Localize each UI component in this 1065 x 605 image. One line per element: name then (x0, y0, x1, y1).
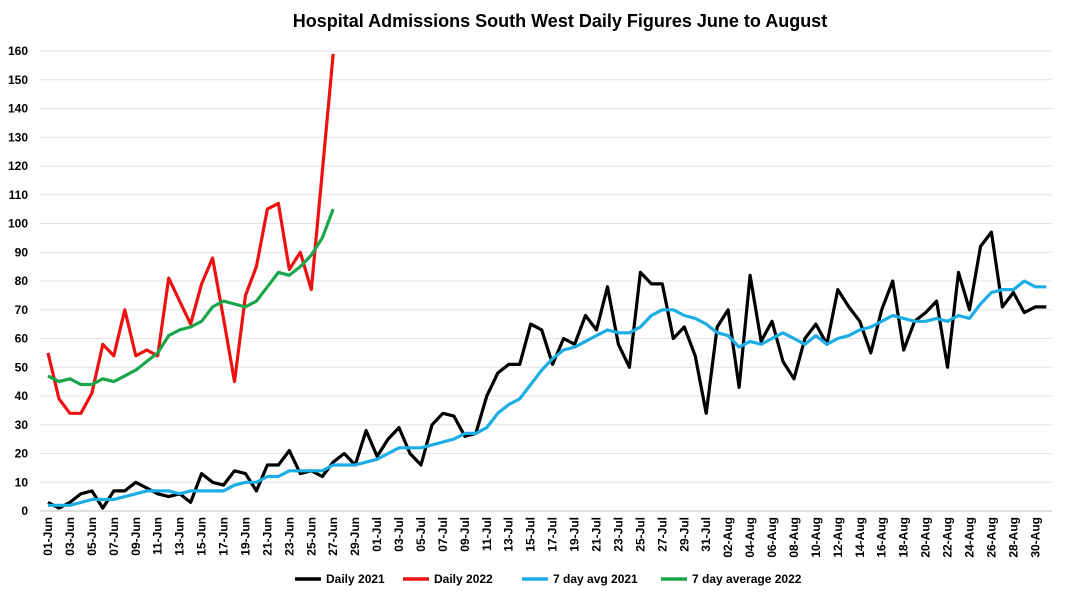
y-tick-label: 100 (8, 217, 28, 231)
x-tick-label: 11-Jun (151, 517, 165, 555)
x-tick-label: 18-Aug (897, 517, 911, 558)
x-tick-label: 24-Aug (962, 517, 976, 558)
y-tick-label: 20 (15, 447, 29, 461)
x-tick-label: 03-Jul (392, 517, 406, 552)
x-tick-label: 09-Jun (129, 517, 143, 556)
x-tick-label: 29-Jun (348, 517, 362, 556)
x-tick-label: 01-Jul (370, 517, 384, 552)
legend-label: 7 day average 2022 (692, 572, 802, 586)
x-tick-label: 22-Aug (941, 517, 955, 558)
legend-item: 7 day average 2022 (661, 572, 802, 586)
x-tick-label: 23-Jul (611, 517, 625, 552)
x-tick-label: 04-Aug (743, 517, 757, 558)
legend: Daily 2021 Daily 2022 7 day avg 2021 7 day … (295, 572, 802, 586)
series-lines (46, 53, 1047, 510)
x-tick-label: 28-Aug (1006, 517, 1020, 558)
y-tick-label: 120 (8, 159, 28, 173)
x-axis: 01-Jun 03-Jun 05-Jun 07-Jun 09-Jun 11-Jun 13-J… (41, 517, 1042, 558)
x-tick-label: 25-Jul (633, 517, 647, 552)
x-tick-label: 20-Aug (919, 517, 933, 558)
x-tick-label: 10-Aug (809, 517, 823, 558)
y-tick-label: 50 (15, 360, 29, 374)
y-axis: 0 10 20 30 40 50 60 70 80 90 100 110 120 130 140 150 160 (8, 44, 28, 518)
x-tick-label: 08-Aug (787, 517, 801, 558)
series-line-7-day-average-2022 (47, 208, 335, 387)
x-tick-label: 16-Aug (875, 517, 889, 558)
x-tick-label: 17-Jun (217, 517, 231, 556)
y-tick-label: 140 (8, 102, 28, 116)
legend-item: Daily 2022 (403, 572, 493, 586)
x-tick-label: 19-Jul (568, 517, 582, 552)
x-tick-label: 11-Jul (480, 517, 494, 551)
series-line-daily-2022 (46, 53, 335, 415)
y-tick-label: 0 (21, 504, 28, 518)
x-tick-label: 13-Jun (173, 517, 187, 556)
y-tick-label: 130 (8, 130, 28, 144)
y-tick-label: 90 (15, 245, 29, 259)
x-tick-label: 17-Jul (546, 517, 560, 552)
x-tick-label: 03-Jun (63, 517, 77, 556)
y-tick-label: 160 (8, 44, 28, 58)
legend-label: Daily 2021 (326, 572, 385, 586)
legend-label: 7 day avg 2021 (553, 572, 638, 586)
y-tick-label: 40 (15, 389, 29, 403)
legend-label: Daily 2022 (434, 572, 493, 586)
y-tick-label: 70 (15, 303, 29, 317)
x-tick-label: 15-Jun (195, 517, 209, 556)
x-tick-label: 27-Jun (326, 517, 340, 556)
x-tick-label: 01-Jun (41, 517, 55, 556)
x-tick-label: 09-Jul (458, 517, 472, 552)
x-tick-label: 14-Aug (853, 517, 867, 558)
x-tick-label: 21-Jul (590, 517, 604, 552)
x-tick-label: 21-Jun (260, 517, 274, 556)
legend-item: Daily 2021 (295, 572, 385, 586)
y-tick-label: 30 (15, 418, 29, 432)
gridlines (40, 50, 1052, 512)
x-tick-label: 27-Jul (655, 517, 669, 552)
x-tick-label: 26-Aug (984, 517, 998, 558)
x-tick-label: 30-Aug (1028, 517, 1042, 558)
x-tick-label: 06-Aug (765, 517, 779, 558)
y-tick-label: 150 (8, 73, 28, 87)
y-tick-label: 110 (9, 188, 29, 202)
x-tick-label: 02-Aug (721, 517, 735, 558)
y-tick-label: 60 (15, 332, 29, 346)
x-tick-label: 05-Jun (85, 517, 99, 556)
legend-item: 7 day avg 2021 (522, 572, 638, 586)
x-tick-label: 12-Aug (831, 517, 845, 558)
y-tick-label: 10 (15, 475, 29, 489)
x-tick-label: 07-Jun (107, 517, 121, 556)
chart-title: Hospital Admissions South West Daily Fig… (293, 11, 827, 31)
y-tick-label: 80 (15, 274, 29, 288)
x-tick-label: 23-Jun (282, 517, 296, 556)
x-tick-label: 25-Jun (304, 517, 318, 556)
x-tick-label: 05-Jul (414, 517, 428, 552)
x-tick-label: 15-Jul (524, 517, 538, 552)
x-tick-label: 31-Jul (699, 517, 713, 552)
series-line-daily-2021 (47, 230, 1047, 510)
x-tick-label: 29-Jul (677, 517, 691, 552)
x-tick-label: 07-Jul (436, 517, 450, 552)
x-tick-label: 19-Jun (238, 517, 252, 556)
series-line-7-day-avg-2021 (48, 279, 1047, 507)
x-tick-label: 13-Jul (502, 517, 516, 552)
